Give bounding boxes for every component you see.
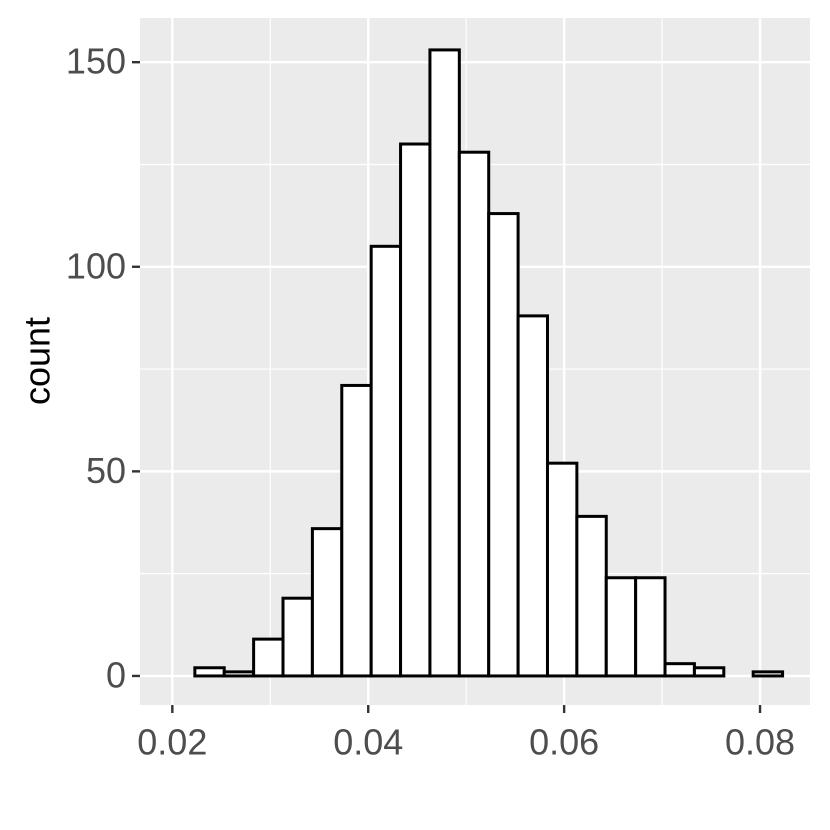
y-tick-label: 0 (106, 654, 126, 695)
x-tick-label: 0.06 (529, 722, 599, 763)
bar (457, 150, 491, 678)
bar (516, 314, 549, 678)
bar (222, 670, 256, 678)
x-tick-label: 0.04 (333, 722, 403, 763)
bar (634, 576, 667, 678)
bar (369, 244, 403, 678)
x-tick-label: 0.08 (725, 722, 795, 763)
bar (399, 142, 432, 678)
x-tick-label: 0.02 (137, 722, 207, 763)
bar (604, 576, 638, 678)
bar (575, 514, 608, 678)
bar (692, 666, 726, 678)
y-axis-title: count (17, 317, 58, 405)
bar (340, 383, 373, 678)
bar (193, 666, 226, 678)
y-tick-label: 150 (66, 41, 126, 82)
bar (281, 596, 314, 678)
bar (252, 637, 285, 678)
bar (751, 670, 785, 678)
bar (545, 461, 579, 678)
bar (310, 527, 344, 678)
bar (428, 48, 461, 678)
bar (663, 662, 696, 678)
y-tick-label: 50 (86, 450, 126, 491)
bar (487, 212, 520, 678)
y-tick-label: 100 (66, 245, 126, 286)
